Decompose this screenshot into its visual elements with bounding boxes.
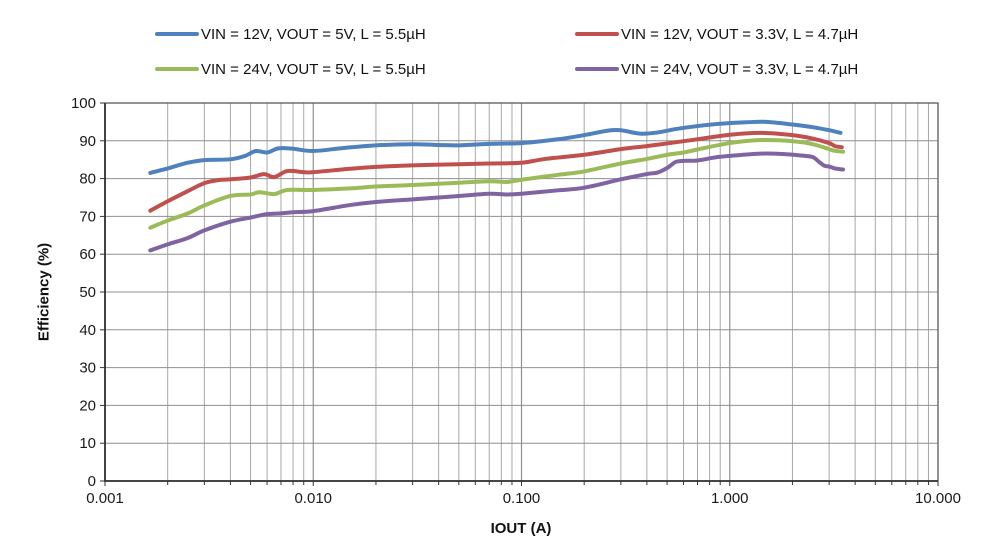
legend-item-vin24-vout3v3: VIN = 24V, VOUT = 3.3V, L = 4.7µH bbox=[575, 60, 858, 78]
legend-label: VIN = 24V, VOUT = 5V, L = 5.5µH bbox=[201, 60, 426, 78]
legend-swatch-red-icon bbox=[575, 32, 619, 36]
series-line-3 bbox=[148, 151, 846, 253]
y-tick-label: 20 bbox=[79, 397, 96, 414]
x-axis-title: IOUT (A) bbox=[0, 520, 1000, 537]
legend-item-vin24-vout5: VIN = 24V, VOUT = 5V, L = 5.5µH bbox=[155, 60, 426, 78]
y-tick-label: 70 bbox=[79, 208, 96, 225]
y-axis-title: Efficiency (%) bbox=[36, 243, 53, 341]
legend-swatch-green-icon bbox=[155, 67, 199, 71]
y-tick-label: 10 bbox=[79, 435, 96, 452]
series-line-1 bbox=[148, 130, 844, 213]
y-tick-label: 0 bbox=[88, 473, 96, 490]
y-tick-label: 100 bbox=[71, 95, 96, 112]
legend-label: VIN = 12V, VOUT = 3.3V, L = 4.7µH bbox=[621, 25, 859, 43]
legend-item-vin12-vout3v3: VIN = 12V, VOUT = 3.3V, L = 4.7µH bbox=[575, 25, 858, 43]
y-tick-label: 30 bbox=[79, 360, 96, 377]
legend-item-vin12-vout5: VIN = 12V, VOUT = 5V, L = 5.5µH bbox=[155, 25, 426, 43]
series-line-2 bbox=[148, 137, 846, 230]
x-tick-label: 0.100 bbox=[503, 490, 541, 507]
legend-label: VIN = 24V, VOUT = 3.3V, L = 4.7µH bbox=[621, 60, 859, 78]
legend-swatch-blue-icon bbox=[155, 32, 199, 36]
y-tick-label: 50 bbox=[79, 284, 96, 301]
y-tick-label: 90 bbox=[79, 133, 96, 150]
y-tick-label: 60 bbox=[79, 246, 96, 263]
y-tick-label: 40 bbox=[79, 322, 96, 339]
series-line-0 bbox=[148, 119, 843, 175]
y-tick-label: 80 bbox=[79, 171, 96, 188]
legend-swatch-purple-icon bbox=[575, 67, 619, 71]
y-axis-title-text: Efficiency (%) bbox=[35, 242, 53, 342]
legend-label: VIN = 12V, VOUT = 5V, L = 5.5µH bbox=[201, 25, 426, 43]
x-tick-label: 10.000 bbox=[915, 490, 961, 507]
x-tick-label: 1.000 bbox=[711, 490, 749, 507]
x-tick-label: 0.001 bbox=[86, 490, 124, 507]
x-tick-label: 0.010 bbox=[294, 490, 332, 507]
x-axis-title-text: IOUT (A) bbox=[490, 520, 552, 537]
